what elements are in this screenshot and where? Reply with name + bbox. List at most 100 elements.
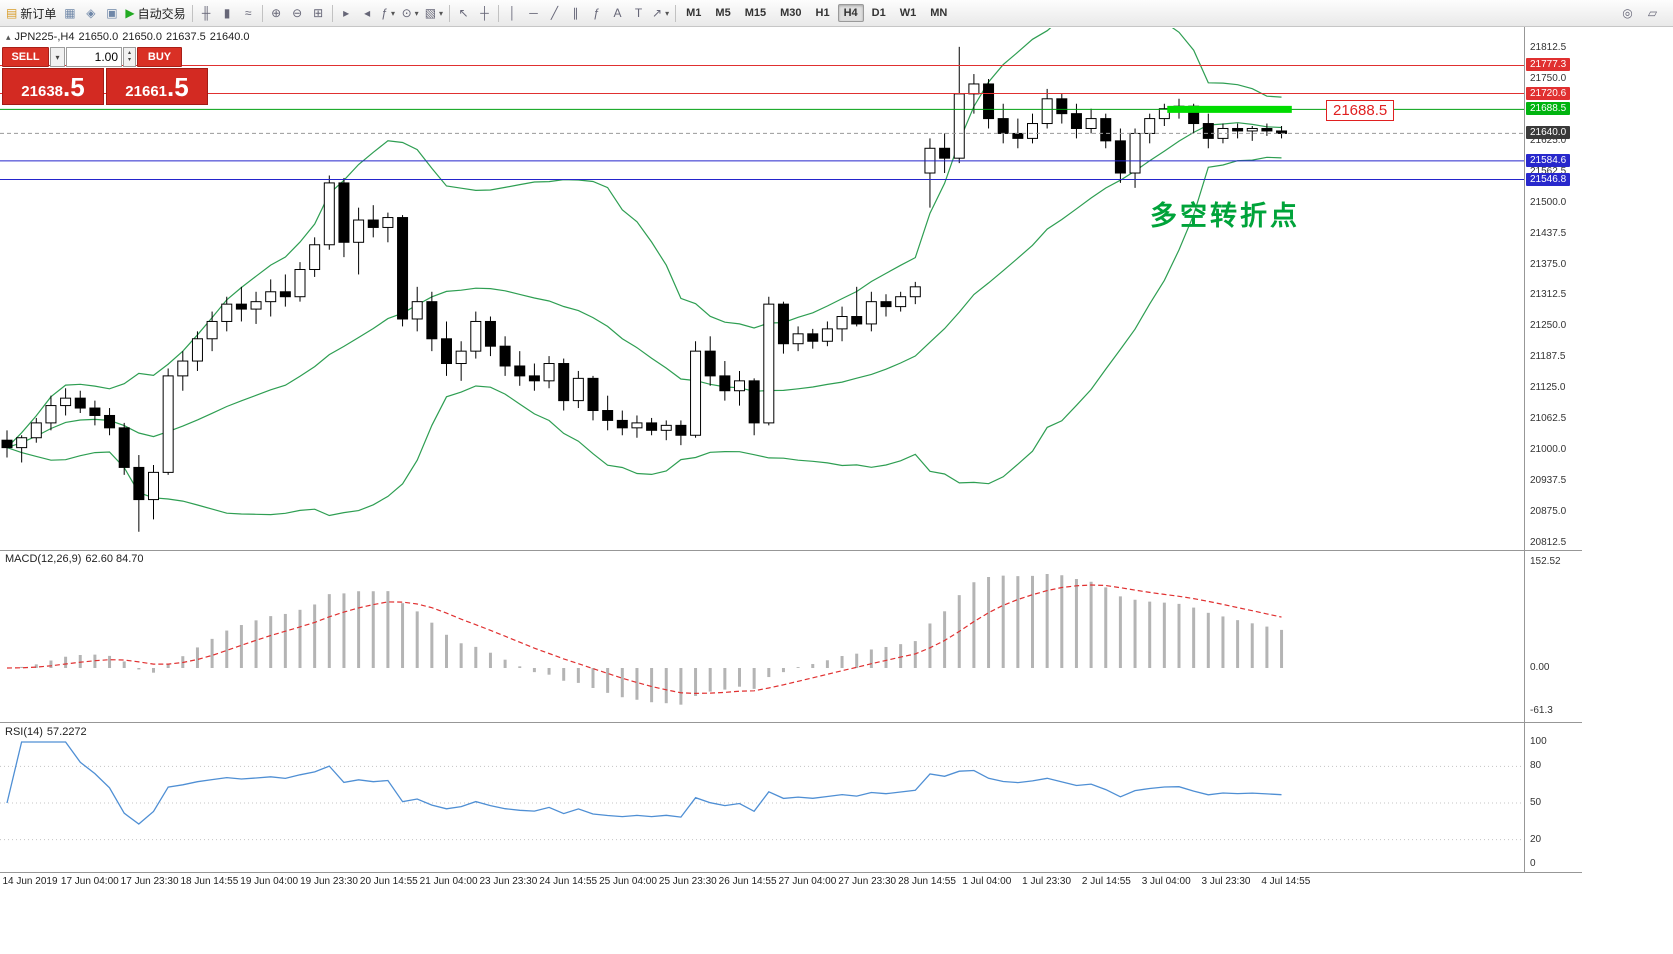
price-axis-label: 20875.0 bbox=[1530, 505, 1567, 517]
timeframe-M15[interactable]: M15 bbox=[739, 4, 772, 22]
trendline-button[interactable]: ╱ bbox=[544, 3, 565, 24]
chart-symbol-period: JPN225-,H4 bbox=[14, 31, 75, 43]
time-axis-separator bbox=[0, 872, 1582, 873]
zoom-out-icon: ⊖ bbox=[292, 6, 303, 20]
zoom-in-button[interactable]: ⊕ bbox=[266, 3, 287, 24]
bar-chart-button[interactable]: ╫ bbox=[196, 3, 217, 24]
label-icon: T bbox=[634, 6, 643, 20]
candlestick-chart-button[interactable]: ▮ bbox=[217, 3, 238, 24]
sell-price-display[interactable]: 21638 .5 bbox=[2, 68, 104, 105]
timeframe-H4[interactable]: H4 bbox=[837, 4, 864, 22]
horizontal-line-button[interactable]: ─ bbox=[523, 3, 544, 24]
zoom-out-button[interactable]: ⊖ bbox=[287, 3, 308, 24]
autotrading-button[interactable]: ▶ 自动交易 bbox=[122, 3, 188, 24]
price-axis-label: 20937.5 bbox=[1530, 475, 1567, 487]
new-order-icon: ▤ bbox=[6, 6, 18, 20]
time-axis-label: 3 Jul 23:30 bbox=[1201, 876, 1251, 887]
toolbar-separator bbox=[331, 4, 333, 22]
zoom-in-icon: ⊕ bbox=[271, 6, 282, 20]
time-axis-label: 4 Jul 14:55 bbox=[1261, 876, 1311, 887]
indicators-dropdown[interactable]: ƒ ▾ bbox=[378, 3, 399, 24]
ohlc-low: 21637.5 bbox=[165, 31, 206, 43]
channel-button[interactable]: ∥ bbox=[565, 3, 586, 24]
new-order-button[interactable]: ▤ 新订单 bbox=[3, 3, 59, 24]
volume-dropdown-button[interactable]: ▾ bbox=[50, 47, 65, 67]
cursor-button[interactable]: ↖ bbox=[453, 3, 474, 24]
tile-windows-button[interactable]: ⊞ bbox=[308, 3, 329, 24]
terminal-button[interactable]: ▣ bbox=[101, 3, 122, 24]
chart-window-icon: ▱ bbox=[1647, 6, 1658, 20]
sell-button[interactable]: SELL bbox=[2, 47, 49, 67]
chevron-down-icon: ▾ bbox=[665, 8, 670, 18]
timeframe-W1[interactable]: W1 bbox=[894, 4, 923, 22]
chart-ohlc-header: ▴ JPN225-,H4 21650.0 21650.0 21637.5 21640.0 bbox=[6, 31, 254, 43]
volume-stepper[interactable]: ▴ ▾ bbox=[123, 47, 136, 67]
price-axis-label: 21250.0 bbox=[1530, 320, 1567, 332]
time-axis-label: 24 Jun 14:55 bbox=[539, 876, 598, 887]
rsi-name: RSI(14) bbox=[5, 726, 43, 738]
market-watch-icon: ▦ bbox=[64, 6, 76, 20]
time-axis-label: 2 Jul 14:55 bbox=[1081, 876, 1131, 887]
text-button[interactable]: A bbox=[607, 3, 628, 24]
price-axis-label: 21375.0 bbox=[1530, 258, 1567, 270]
volume-input[interactable] bbox=[66, 47, 122, 67]
market-watch-button[interactable]: ▦ bbox=[59, 3, 80, 24]
price-axis-label: 21062.5 bbox=[1530, 413, 1567, 425]
price-axis-label: 21625.0 bbox=[1530, 134, 1567, 146]
macd-panel-separator[interactable] bbox=[0, 550, 1582, 551]
timeframe-M5[interactable]: M5 bbox=[709, 4, 736, 22]
price-axis-label: 21500.0 bbox=[1530, 196, 1567, 208]
timeframe-D1[interactable]: D1 bbox=[866, 4, 892, 22]
timeframe-M1[interactable]: M1 bbox=[680, 4, 707, 22]
arrows-dropdown[interactable]: ↗ ▾ bbox=[649, 3, 672, 24]
templates-dropdown[interactable]: ▧ ▾ bbox=[422, 3, 446, 24]
line-chart-icon: ≈ bbox=[244, 6, 252, 20]
new-order-button-label: 新订单 bbox=[20, 6, 57, 21]
timeframe-M30[interactable]: M30 bbox=[774, 4, 807, 22]
buy-price-display[interactable]: 21661 .5 bbox=[106, 68, 208, 105]
time-axis-label: 1 Jul 04:00 bbox=[962, 876, 1012, 887]
time-axis-label: 19 Jun 04:00 bbox=[240, 876, 299, 887]
label-button[interactable]: T bbox=[628, 3, 649, 24]
chart-annotation-text: 多空转折点 bbox=[1150, 201, 1300, 231]
price-badge-current-price-line: 21640.0 bbox=[1526, 126, 1571, 140]
fibonacci-button[interactable]: ƒ bbox=[586, 3, 607, 24]
text-icon: A bbox=[613, 6, 622, 20]
time-axis-label: 3 Jul 04:00 bbox=[1141, 876, 1191, 887]
price-axis-label: 21187.5 bbox=[1530, 351, 1566, 363]
time-axis-label: 20 Jun 14:55 bbox=[359, 876, 418, 887]
rsi-axis-label: 100 bbox=[1530, 736, 1547, 747]
timeframe-H1[interactable]: H1 bbox=[810, 4, 836, 22]
rsi-axis-label: 20 bbox=[1530, 833, 1542, 845]
buy-price-main: 21661 bbox=[125, 83, 168, 100]
toolbar-separator bbox=[675, 4, 677, 22]
tile-windows-icon: ⊞ bbox=[313, 6, 324, 20]
chart-shift-button[interactable]: ◂ bbox=[357, 3, 378, 24]
price-axis-label: 21812.5 bbox=[1530, 42, 1567, 54]
clock-icon: ⊙ bbox=[401, 6, 412, 20]
vertical-line-button[interactable]: │ bbox=[502, 3, 523, 24]
price-badge-resistance-line-1: 21777.3 bbox=[1526, 58, 1571, 72]
ohlc-high: 21650.0 bbox=[122, 31, 162, 43]
price-axis-label: 21562.5 bbox=[1530, 165, 1567, 177]
timeframe-MN[interactable]: MN bbox=[924, 4, 953, 22]
price-axis-label: 20812.5 bbox=[1530, 536, 1567, 548]
new-chart-button[interactable]: ▱ bbox=[1642, 3, 1663, 24]
navigator-button[interactable]: ◈ bbox=[80, 3, 101, 24]
auto-scroll-button[interactable]: ▸ bbox=[336, 3, 357, 24]
periods-dropdown[interactable]: ⊙ ▾ bbox=[399, 3, 422, 24]
buy-button[interactable]: BUY bbox=[137, 47, 182, 67]
line-chart-button[interactable]: ≈ bbox=[238, 3, 259, 24]
chart-canvas[interactable] bbox=[0, 27, 1524, 873]
one-click-trading-panel: SELL ▾ ▴ ▾ BUY 21638 .5 21661 .5 bbox=[2, 47, 208, 105]
crosshair-button[interactable]: ┼ bbox=[474, 3, 495, 24]
price-axis-border bbox=[1524, 27, 1525, 873]
time-axis-label: 21 Jun 04:00 bbox=[419, 876, 478, 887]
search-button[interactable]: ◎ bbox=[1617, 3, 1638, 24]
rsi-panel-separator[interactable] bbox=[0, 722, 1582, 723]
vertical-line-icon: │ bbox=[508, 6, 517, 20]
toolbar-separator bbox=[449, 4, 451, 22]
template-icon: ▧ bbox=[424, 6, 437, 20]
rsi-value: 57.2272 bbox=[46, 726, 87, 738]
